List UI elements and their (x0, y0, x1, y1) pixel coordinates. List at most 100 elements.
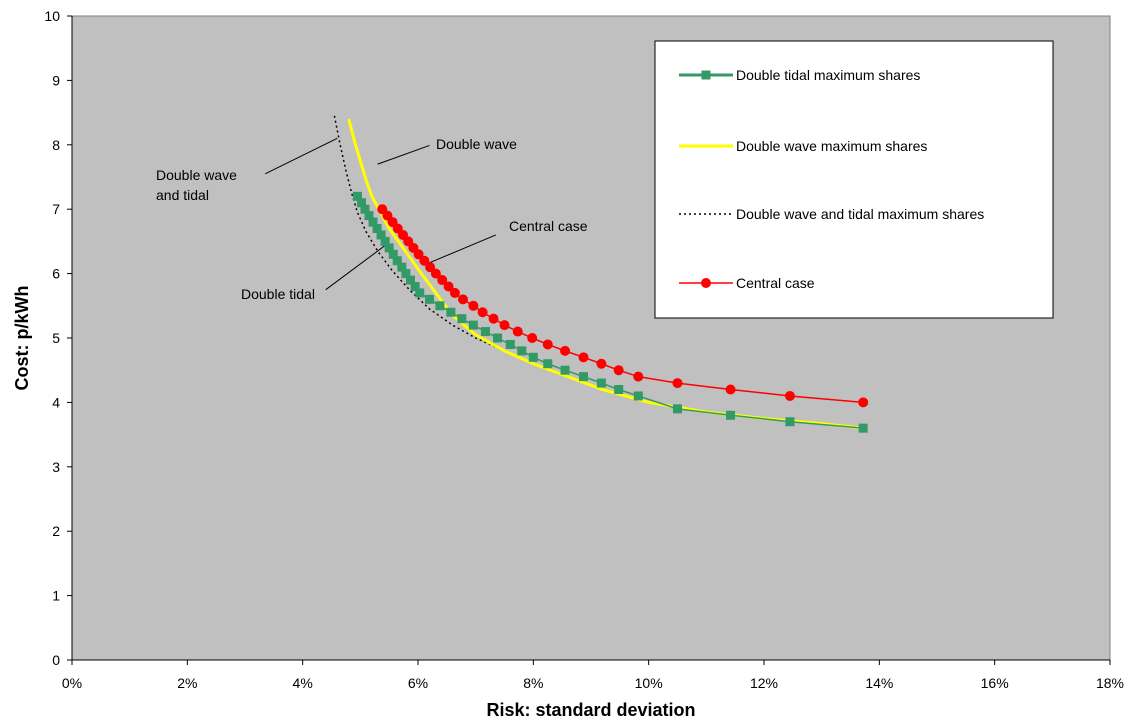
x-axis-title: Risk: standard deviation (486, 700, 695, 720)
y-tick-label: 1 (52, 588, 60, 604)
annotation-leader-line (264, 137, 338, 175)
y-tick-label: 6 (52, 266, 60, 282)
data-point (477, 307, 488, 318)
data-point (372, 224, 382, 234)
legend-item: Double tidal maximum shares (679, 67, 920, 83)
data-point (397, 262, 407, 272)
y-tick-label: 8 (52, 137, 60, 153)
data-point (368, 217, 378, 227)
data-point (542, 339, 553, 350)
data-point (435, 301, 445, 311)
data-point (449, 287, 460, 298)
annotation-leader-line (377, 144, 430, 165)
x-tick-label: 0% (62, 675, 82, 691)
x-tick-label: 10% (635, 675, 663, 691)
data-point (596, 378, 606, 388)
data-point (499, 320, 510, 331)
data-point (673, 404, 682, 414)
data-point (560, 345, 571, 356)
data-point (360, 204, 370, 214)
legend: Double tidal maximum shares Double wave m… (654, 40, 1054, 319)
data-point (384, 243, 394, 253)
legend-item: Double wave and tidal maximum shares (679, 206, 984, 222)
data-point (633, 371, 644, 382)
x-tick-label: 8% (523, 675, 543, 691)
annotation-label: and tidal (156, 187, 209, 203)
data-point (392, 256, 402, 266)
y-tick-label: 2 (52, 523, 60, 539)
data-point (480, 327, 490, 337)
data-point (613, 365, 624, 376)
data-point (425, 294, 435, 304)
data-point (493, 333, 503, 343)
legend-box (654, 40, 1054, 319)
annotation-label: Double wave (436, 136, 517, 152)
data-point (505, 339, 515, 349)
y-tick-label: 5 (52, 330, 60, 346)
data-point (356, 198, 366, 208)
legend-item: Central case (679, 275, 815, 291)
data-point (446, 307, 456, 317)
x-tick-label: 6% (408, 675, 428, 691)
data-point (726, 410, 736, 420)
x-tick-label: 4% (293, 675, 313, 691)
data-point (437, 275, 448, 286)
annotations: Double wave and tidal Double wave Central c… (156, 136, 588, 302)
legend-label: Double wave maximum shares (736, 138, 927, 154)
data-point (430, 268, 441, 279)
y-tick-label: 4 (52, 394, 60, 410)
data-point (468, 300, 479, 311)
legend-item: Double wave maximum shares (679, 138, 927, 154)
y-tick-label: 0 (52, 652, 60, 668)
data-point (784, 390, 795, 401)
data-point (633, 391, 643, 401)
data-point (380, 236, 390, 246)
data-point (785, 417, 795, 427)
legend-marker (701, 70, 711, 80)
legend-marker (701, 278, 711, 288)
annotation-label: Double tidal (241, 286, 315, 302)
data-point (364, 211, 374, 221)
data-point (419, 255, 430, 266)
x-tick-label: 18% (1096, 675, 1124, 691)
data-point (457, 294, 468, 305)
legend-label: Central case (736, 275, 815, 291)
data-point (406, 275, 416, 285)
data-point (560, 365, 570, 375)
data-point (376, 230, 386, 240)
y-tick-label: 10 (44, 8, 60, 24)
data-point (614, 385, 624, 395)
y-tick-label: 3 (52, 459, 60, 475)
data-point (517, 346, 527, 356)
data-point (457, 314, 467, 324)
data-point (488, 313, 499, 324)
y-axis-title: Cost: p/kWh (12, 286, 32, 391)
data-point (512, 326, 523, 337)
y-tick-label: 9 (52, 72, 60, 88)
legend-label: Double tidal maximum shares (736, 67, 920, 83)
x-tick-label: 14% (865, 675, 893, 691)
data-point (401, 269, 411, 279)
x-tick-label: 2% (177, 675, 197, 691)
series-3 (377, 204, 869, 408)
data-point (858, 423, 868, 433)
data-point (415, 288, 425, 298)
x-tick-label: 12% (750, 675, 778, 691)
data-point (579, 372, 589, 382)
series-0 (352, 191, 868, 433)
series (333, 115, 869, 433)
data-point (352, 191, 362, 201)
data-point (725, 384, 736, 395)
data-point (672, 378, 683, 389)
y-tick-label: 7 (52, 201, 60, 217)
data-point (425, 262, 436, 273)
data-point (578, 352, 589, 363)
annotation-leader-line (426, 234, 497, 265)
data-point (543, 359, 553, 369)
axes: 0% 2% 4% 6% 8% 10% 12% 14% 16% 18% 0 1 2 3 4 5 6 7 8 9 10 (44, 8, 1124, 691)
data-point (410, 281, 420, 291)
data-point (858, 397, 869, 408)
x-tick-label: 16% (981, 675, 1009, 691)
data-point (527, 333, 538, 343)
data-point (388, 249, 398, 259)
